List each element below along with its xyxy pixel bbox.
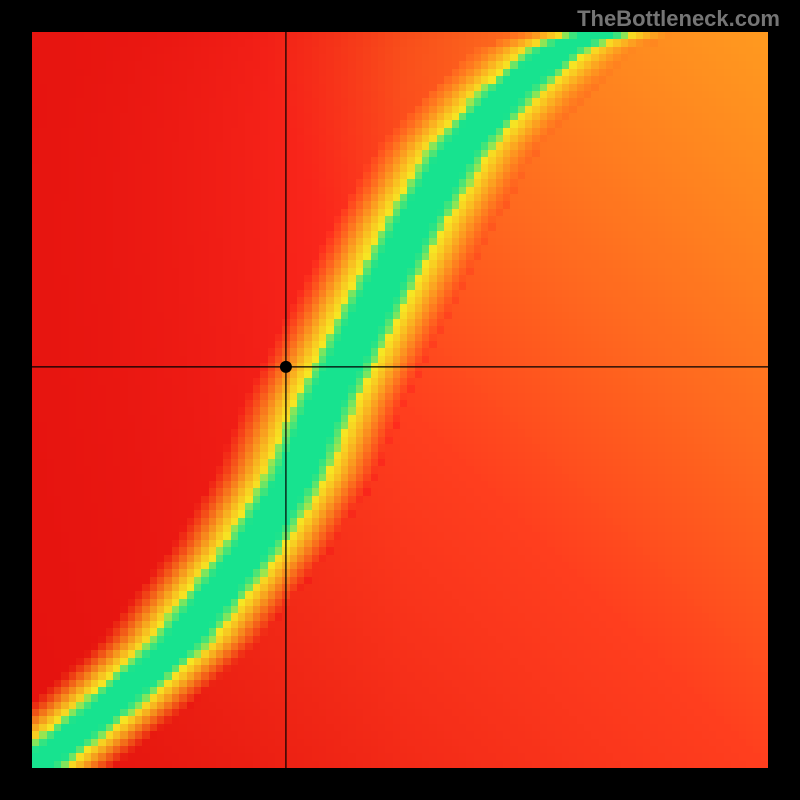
watermark-text: TheBottleneck.com [577, 6, 780, 32]
bottleneck-heatmap [32, 32, 768, 768]
chart-container: TheBottleneck.com [0, 0, 800, 800]
